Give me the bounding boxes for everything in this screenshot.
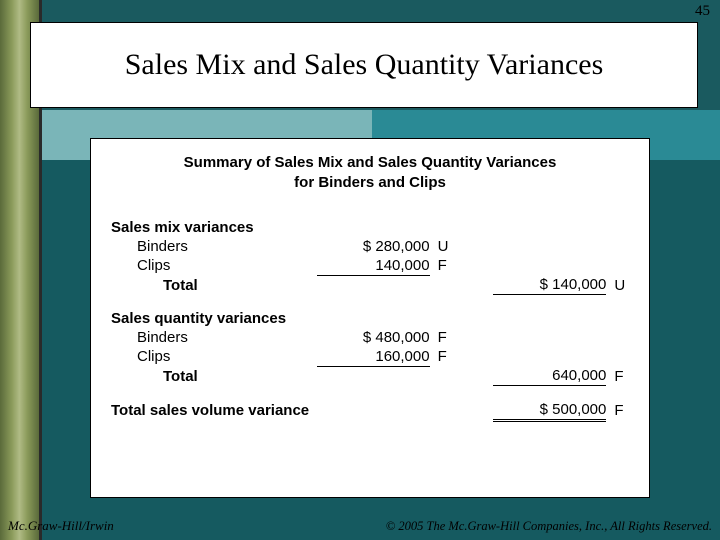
total-flag: F [606, 366, 629, 386]
table-row: Total $ 140,000 U [111, 275, 629, 295]
row-amount: 140,000 [317, 256, 430, 276]
row-label: Clips [111, 347, 317, 367]
total-amount: 640,000 [493, 366, 606, 386]
row-flag: F [430, 347, 453, 367]
mix-heading: Sales mix variances [111, 218, 629, 237]
footer-right: © 2005 The Mc.Graw-Hill Companies, Inc.,… [386, 519, 712, 534]
row-label: Binders [111, 237, 317, 256]
slide-title: Sales Mix and Sales Quantity Variances [125, 48, 604, 82]
summary-title: Summary of Sales Mix and Sales Quantity … [111, 153, 629, 194]
row-flag: F [430, 328, 453, 347]
table-row: Total sales volume variance $ 500,000 F [111, 400, 629, 421]
grand-label: Total sales volume variance [111, 400, 317, 421]
total-label: Total [111, 275, 317, 295]
row-label: Binders [111, 328, 317, 347]
table-row: Clips 160,000 F [111, 347, 629, 367]
row-flag: F [430, 256, 453, 276]
variance-table: Sales mix variances Binders $ 280,000 U … [111, 218, 629, 422]
grand-flag: F [606, 400, 629, 421]
table-row: Binders $ 280,000 U [111, 237, 629, 256]
qty-heading: Sales quantity variances [111, 309, 629, 328]
content-box: Summary of Sales Mix and Sales Quantity … [90, 138, 650, 498]
table-row: Total 640,000 F [111, 366, 629, 386]
total-amount: $ 140,000 [493, 275, 606, 295]
spacer-row [111, 295, 629, 309]
row-amount: 160,000 [317, 347, 430, 367]
summary-title-line2: for Binders and Clips [294, 174, 446, 191]
grand-amount: $ 500,000 [493, 400, 606, 421]
row-label: Clips [111, 256, 317, 276]
table-row: Sales quantity variances [111, 309, 629, 328]
table-row: Clips 140,000 F [111, 256, 629, 276]
row-amount: $ 280,000 [317, 237, 430, 256]
total-flag: U [606, 275, 629, 295]
row-amount: $ 480,000 [317, 328, 430, 347]
footer-left: Mc.Graw-Hill/Irwin [8, 518, 114, 534]
table-row: Binders $ 480,000 F [111, 328, 629, 347]
total-label: Total [111, 366, 317, 386]
spacer-row [111, 386, 629, 400]
row-flag: U [430, 237, 453, 256]
table-row: Sales mix variances [111, 218, 629, 237]
slide-number: 45 [695, 3, 710, 20]
title-box: Sales Mix and Sales Quantity Variances [30, 22, 698, 108]
summary-title-line1: Summary of Sales Mix and Sales Quantity … [184, 154, 557, 171]
